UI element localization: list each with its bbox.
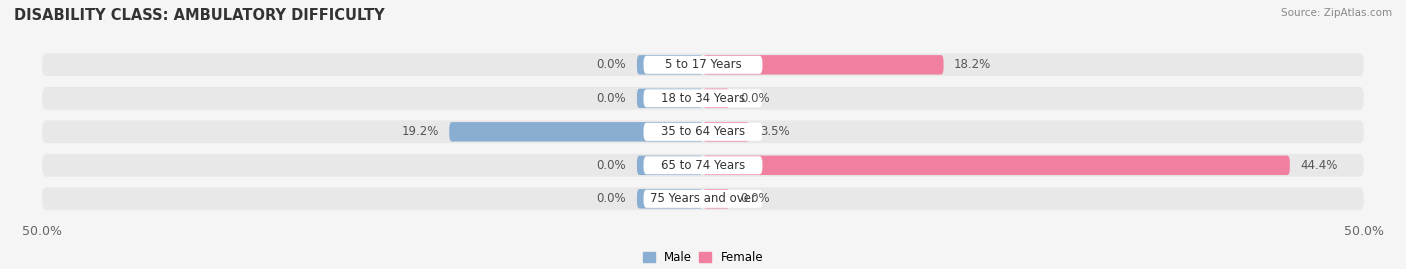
Text: 75 Years and over: 75 Years and over bbox=[650, 192, 756, 205]
FancyBboxPatch shape bbox=[644, 89, 762, 107]
FancyBboxPatch shape bbox=[644, 123, 762, 141]
Text: 0.0%: 0.0% bbox=[596, 192, 626, 205]
FancyBboxPatch shape bbox=[644, 56, 762, 74]
Text: 18.2%: 18.2% bbox=[955, 58, 991, 71]
FancyBboxPatch shape bbox=[42, 54, 1364, 76]
Legend: Male, Female: Male, Female bbox=[643, 252, 763, 264]
FancyBboxPatch shape bbox=[42, 154, 1364, 177]
FancyBboxPatch shape bbox=[703, 122, 749, 141]
FancyBboxPatch shape bbox=[644, 156, 762, 174]
FancyBboxPatch shape bbox=[42, 87, 1364, 110]
Text: 18 to 34 Years: 18 to 34 Years bbox=[661, 92, 745, 105]
Text: 44.4%: 44.4% bbox=[1301, 159, 1337, 172]
FancyBboxPatch shape bbox=[637, 55, 703, 75]
Text: DISABILITY CLASS: AMBULATORY DIFFICULTY: DISABILITY CLASS: AMBULATORY DIFFICULTY bbox=[14, 8, 385, 23]
Text: 0.0%: 0.0% bbox=[596, 58, 626, 71]
Text: 19.2%: 19.2% bbox=[401, 125, 439, 138]
Text: 0.0%: 0.0% bbox=[740, 92, 769, 105]
Text: 65 to 74 Years: 65 to 74 Years bbox=[661, 159, 745, 172]
Text: Source: ZipAtlas.com: Source: ZipAtlas.com bbox=[1281, 8, 1392, 18]
FancyBboxPatch shape bbox=[450, 122, 703, 141]
FancyBboxPatch shape bbox=[42, 187, 1364, 210]
FancyBboxPatch shape bbox=[42, 121, 1364, 143]
FancyBboxPatch shape bbox=[644, 190, 762, 208]
Text: 0.0%: 0.0% bbox=[596, 159, 626, 172]
FancyBboxPatch shape bbox=[703, 89, 730, 108]
Text: 35 to 64 Years: 35 to 64 Years bbox=[661, 125, 745, 138]
Text: 3.5%: 3.5% bbox=[759, 125, 789, 138]
Text: 0.0%: 0.0% bbox=[740, 192, 769, 205]
FancyBboxPatch shape bbox=[637, 89, 703, 108]
FancyBboxPatch shape bbox=[703, 155, 1289, 175]
Text: 5 to 17 Years: 5 to 17 Years bbox=[665, 58, 741, 71]
Text: 0.0%: 0.0% bbox=[596, 92, 626, 105]
FancyBboxPatch shape bbox=[703, 55, 943, 75]
FancyBboxPatch shape bbox=[637, 155, 703, 175]
FancyBboxPatch shape bbox=[637, 189, 703, 208]
FancyBboxPatch shape bbox=[703, 189, 730, 208]
